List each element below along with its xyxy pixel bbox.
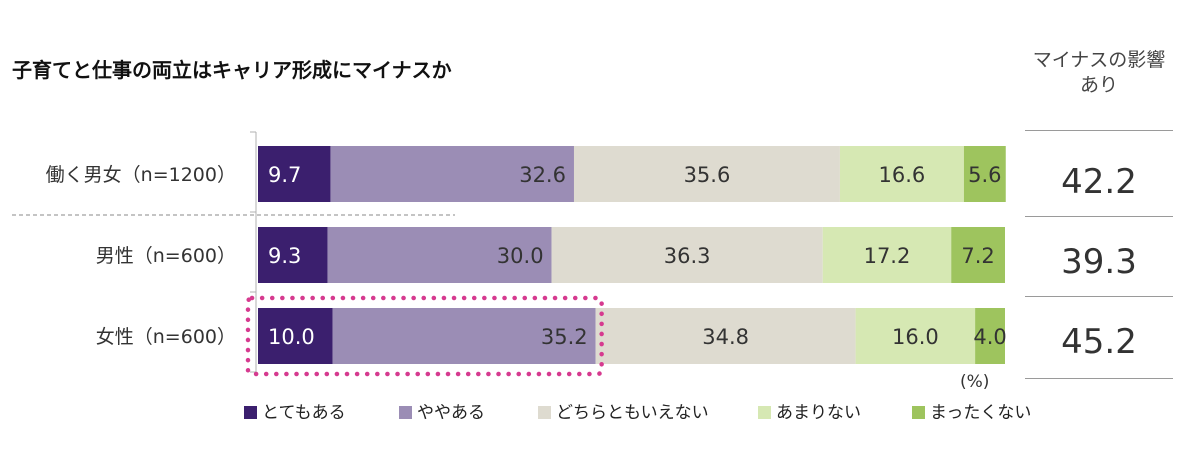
legend-item: ややある	[399, 398, 485, 423]
side-header-line1: マイナスの影響	[1032, 49, 1166, 71]
data-label: 32.6	[519, 163, 566, 187]
data-label: 34.8	[702, 325, 749, 349]
data-label: 9.7	[268, 163, 301, 187]
side-value-all: 42.2	[1061, 162, 1137, 202]
bar-segment	[839, 146, 964, 202]
bar-segment	[332, 308, 596, 364]
legend-swatch	[758, 406, 771, 419]
bar-segment	[258, 308, 333, 364]
data-label: 9.3	[268, 244, 301, 268]
legend-item: あまりない	[758, 398, 861, 423]
data-label: 35.6	[684, 163, 731, 187]
bar-segment	[573, 146, 840, 202]
legend-label: どちらともいえない	[556, 403, 709, 423]
bar-segment	[855, 308, 976, 364]
data-label: 5.6	[968, 163, 1001, 187]
side-value-female: 45.2	[1061, 322, 1137, 362]
highlight-box	[245, 295, 604, 377]
data-label: 36.3	[664, 244, 711, 268]
data-label: 30.0	[497, 244, 544, 268]
side-column-header: マイナスの影響 あり	[1025, 48, 1173, 98]
bar-segment	[330, 146, 574, 202]
legend-item: どちらともいえない	[538, 398, 709, 423]
bar-segment	[258, 227, 328, 283]
category-label: 女性（n=600）	[96, 326, 236, 348]
data-label: 16.6	[879, 163, 926, 187]
bar-segment	[822, 227, 952, 283]
unit-label: (%)	[960, 372, 990, 392]
legend-label: あまりない	[776, 403, 861, 423]
data-label: 16.0	[892, 325, 939, 349]
bar-segment	[975, 308, 1005, 364]
data-label: 17.2	[864, 244, 911, 268]
legend-swatch	[538, 406, 551, 419]
data-label: 10.0	[268, 325, 315, 349]
bar-segment	[595, 308, 856, 364]
legend-label: まったくない	[930, 403, 1032, 423]
bar-segment	[327, 227, 552, 283]
side-divider	[1025, 296, 1173, 297]
legend-swatch	[244, 406, 257, 419]
chart-title: 子育てと仕事の両立はキャリア形成にマイナスか	[12, 58, 452, 82]
legend-label: ややある	[417, 403, 485, 423]
data-label: 35.2	[541, 325, 588, 349]
side-divider	[1025, 130, 1173, 131]
bar-segment	[551, 227, 823, 283]
legend-swatch	[399, 406, 412, 419]
data-label: 7.2	[961, 244, 994, 268]
bar-segment	[951, 227, 1005, 283]
category-label: 働く男女（n=1200）	[46, 164, 236, 186]
side-header-line2: あり	[1079, 74, 1118, 96]
legend-label: とてもある	[262, 403, 346, 423]
data-label: 4.0	[973, 325, 1006, 349]
side-divider	[1025, 216, 1173, 217]
bar-segment	[963, 146, 1006, 202]
legend-swatch	[912, 406, 925, 419]
legend-item: とてもある	[244, 398, 346, 423]
bar-segment	[258, 146, 331, 202]
legend-item: まったくない	[912, 398, 1031, 423]
side-value-male: 39.3	[1061, 242, 1137, 282]
category-label: 男性（n=600）	[96, 245, 236, 267]
side-divider	[1025, 378, 1173, 379]
